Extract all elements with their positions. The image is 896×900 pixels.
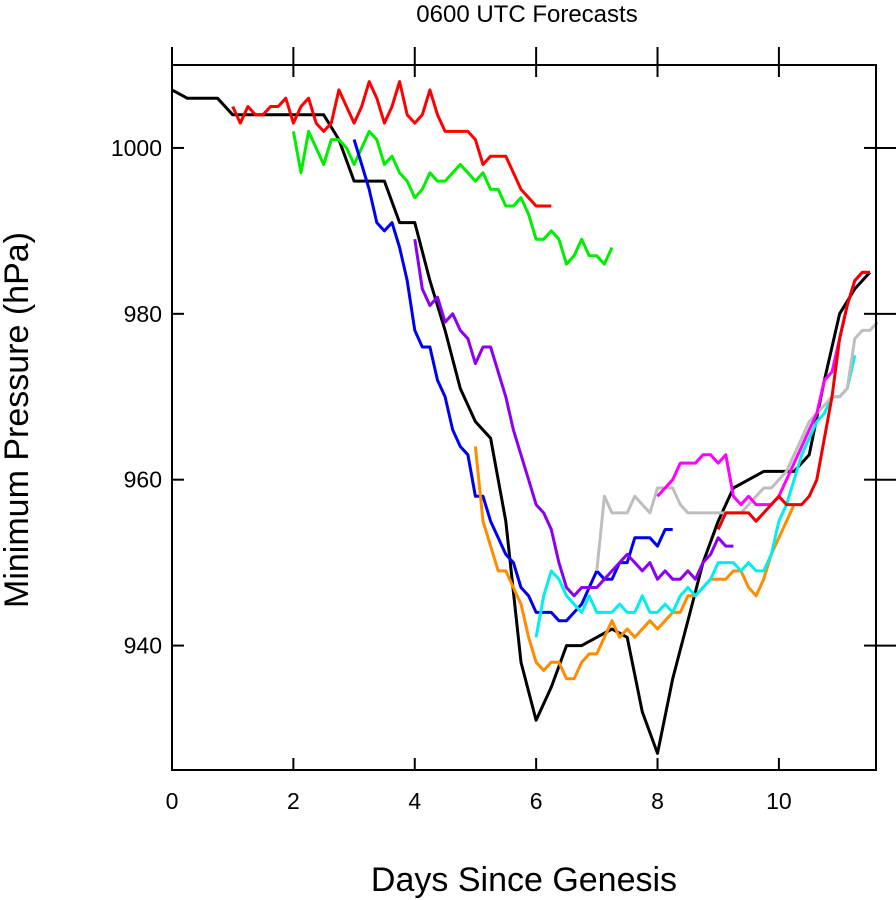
series-line-3 bbox=[291, 129, 614, 266]
x-tick-label: 6 bbox=[530, 788, 543, 814]
series-line-7 bbox=[534, 354, 857, 638]
series-line-2 bbox=[231, 80, 552, 208]
y-tick-label: 980 bbox=[124, 301, 162, 327]
series-line-9 bbox=[656, 270, 870, 507]
y-tick-label: 960 bbox=[124, 467, 162, 493]
x-axis-label: Days Since Genesis bbox=[371, 861, 677, 899]
tick-layer: 0 2 4 6 8 10 940 960 980 1000 bbox=[111, 47, 896, 814]
chart-title: 0600 UTC Forecasts bbox=[416, 1, 637, 28]
series-line-4 bbox=[352, 139, 673, 623]
plot-frame bbox=[171, 64, 877, 771]
y-axis-label: Minimum Pressure (hPa) bbox=[0, 232, 36, 608]
x-tick-label: 4 bbox=[408, 788, 421, 814]
series-line-1 bbox=[171, 88, 872, 755]
series-line-10 bbox=[716, 270, 870, 531]
series-layer bbox=[171, 80, 879, 755]
x-tick-label: 10 bbox=[766, 788, 792, 814]
series-line-5 bbox=[413, 238, 734, 598]
x-tick-label: 0 bbox=[166, 788, 179, 814]
x-tick-label: 2 bbox=[287, 788, 300, 814]
y-tick-label: 1000 bbox=[111, 135, 162, 161]
y-tick-label: 940 bbox=[124, 633, 162, 659]
x-tick-label: 8 bbox=[651, 788, 664, 814]
